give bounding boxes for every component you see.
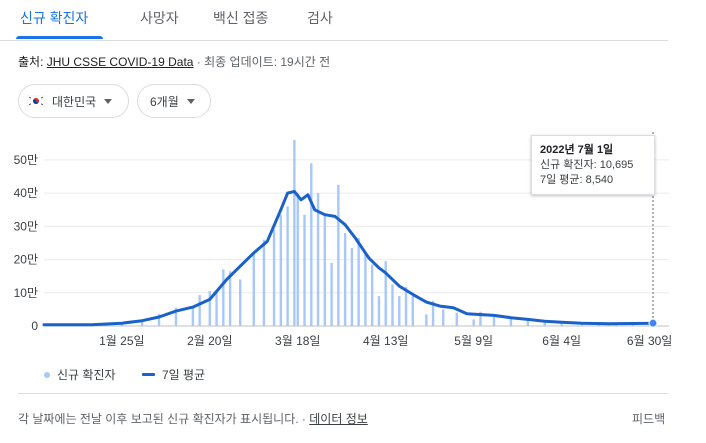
case-bar [279,214,283,326]
legend-bars-label: 신규 확진자 [57,368,116,382]
case-bar [262,239,266,326]
case-bar [472,319,475,326]
case-bar [479,311,482,326]
case-bar [228,271,232,326]
case-bar [272,229,276,326]
y-tick-label: 10만 [14,286,38,300]
case-bar [425,314,428,326]
tab-vaccinations[interactable]: 백신 접종 [213,10,269,26]
x-tick-label: 4월 13일 [363,334,408,348]
case-bar [398,296,401,326]
case-bar [442,309,445,326]
y-tick-label: 20만 [14,253,38,267]
tooltip-cases: 신규 확진자: 10,695 [540,159,634,171]
x-tick-label: 3월 18일 [275,334,320,348]
tab-deaths[interactable]: 사망자 [140,10,179,26]
tooltip-date: 2022년 7월 1일 [540,144,614,156]
case-bar [157,314,161,326]
case-bar [330,262,333,326]
time-range-dropdown[interactable]: 6개월 [137,84,211,118]
case-bar [404,286,408,326]
hover-point [648,318,658,328]
x-tick-label: 1월 25일 [99,334,144,348]
tab-tests[interactable]: 검사 [307,10,333,26]
last-updated: · 최종 업데이트: 19시간 전 [193,55,331,69]
case-bars [69,140,655,326]
y-tick-label: 0 [31,319,38,333]
legend-line-label: 7일 평균 [162,368,206,382]
case-bar [391,284,394,326]
case-bar [509,317,513,326]
case-bar [377,296,381,326]
source-prefix: 출처: [18,55,47,69]
case-bar [357,237,360,326]
case-bar [239,279,242,326]
case-bar [174,307,178,326]
case-bar [222,269,225,326]
legend-line: 7일 평균 [142,366,205,383]
source-line: 출처: JHU CSSE COVID-19 Data · 최종 업데이트: 19… [18,53,330,70]
x-tick-label: 5월 9일 [454,334,493,348]
country-label: 대한민국 [52,94,97,109]
case-bar [310,163,313,326]
active-tab-indicator [16,36,103,39]
data-info-link[interactable]: 데이터 정보 [309,412,368,426]
cases-chart[interactable]: 0 10만 20만 30만 40만 50만 1월 25일 2월 20일 3월 18일 4월 13… [0,128,706,358]
case-bar [492,316,496,326]
south-korea-flag-icon [27,95,45,107]
case-bar [560,323,563,326]
tab-new-cases[interactable]: 신규 확진자 [20,10,89,26]
x-tick-label: 2월 20일 [187,334,232,348]
case-bar [384,261,387,326]
feedback-link[interactable]: 피드백 [632,412,666,426]
case-bar [316,193,320,326]
case-bar [293,140,296,326]
x-tick-label: 6월 4일 [542,334,581,348]
chart-tooltip: 2022년 7월 1일 신규 확진자: 10,695 7일 평균: 8,540 [531,135,655,195]
source-link[interactable]: JHU CSSE COVID-19 Data [46,55,194,69]
case-bar [364,252,367,326]
footer-note: 각 날짜에는 전날 이후 보고된 신규 확진자가 표시됩니다. · 데이터 정보 [18,410,368,427]
case-bar [191,306,195,326]
case-bar [198,295,201,326]
x-axis-ticks: 1월 25일 2월 20일 3월 18일 4월 13일 5월 9일 6월 4일 6월 30일 [99,334,672,348]
case-bar [286,206,289,326]
chevron-down-icon [186,98,195,104]
line-swatch [142,373,155,376]
seven-day-average-line [42,190,655,327]
tab-bar: 신규 확진자 사망자 백신 접종 검사 [0,0,668,41]
y-tick-label: 40만 [14,186,38,200]
chevron-down-icon [104,98,113,104]
case-bar [455,312,458,326]
bar-swatch [44,371,50,378]
case-bar [343,233,347,326]
time-range-label: 6개월 [150,94,179,109]
footer-note-text: 각 날짜에는 전날 이후 보고된 신규 확진자가 표시됩니다. · [18,412,310,426]
case-bar [431,300,435,326]
y-tick-label: 50만 [14,153,38,167]
x-tick-label: 6월 30일 [627,334,672,348]
y-axis-ticks: 0 10만 20만 30만 40만 50만 [14,153,39,333]
case-bar [543,322,546,326]
divider [18,393,668,394]
case-bar [303,214,306,326]
case-bar [296,193,299,326]
y-tick-label: 30만 [14,219,38,233]
case-bar [350,247,354,326]
case-bar [252,252,255,326]
case-bar [140,320,144,326]
case-bar [215,292,218,326]
case-bar [337,184,340,326]
legend-bars: 신규 확진자 [44,366,116,383]
case-bar [411,296,414,326]
tooltip-average: 7일 평균: 8,540 [540,174,614,186]
case-bar [208,291,211,326]
case-bar [370,264,374,326]
country-dropdown[interactable]: 대한민국 [18,84,129,118]
case-bar [323,213,327,326]
case-bar [526,319,530,326]
case-bar [580,323,584,326]
average-line-layer [42,190,655,327]
